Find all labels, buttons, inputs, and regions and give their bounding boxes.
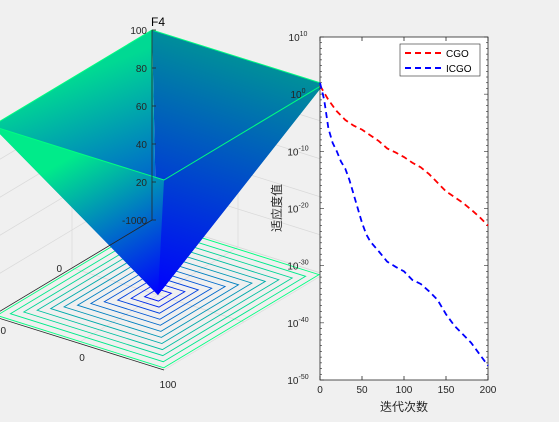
plot-area [319,36,489,381]
contour-line [22,233,294,357]
surface-face-front-right [0,128,164,295]
contour-line [103,270,213,320]
surface-title: F4 [151,15,165,29]
legend[interactable]: CGO ICGO [399,43,481,77]
x-tick-label: -100 [122,216,142,227]
z-tick-label: 0 [141,216,147,227]
x-tick-label: 50 [356,385,368,396]
surface-rim [0,29,326,181]
z-tick-label: 60 [136,102,148,113]
contour-line [49,246,267,344]
legend-box [399,43,481,77]
axis-ticks: 0 50 100 150 200 1010 100 10-10 10-20 10-30 10-40 1… [287,31,496,396]
y-axis-label: 适应度值 [269,184,284,232]
x-axis-label: 迭代次数 [380,399,428,414]
y-tick-label: 10-10 [287,145,308,158]
y-tick-label: 0 [79,353,85,364]
series-lines [319,82,489,367]
y-tick-label: 1010 [289,31,308,44]
y-axis-line [0,318,165,371]
z-tick-label: 40 [136,140,148,151]
x-axis-line [0,219,153,312]
contour-line [143,288,173,302]
x-tick-label: 150 [438,385,455,396]
z-tick-label: 80 [136,64,148,75]
x-tick-label: 200 [480,385,497,396]
contour-line [9,227,307,363]
y-tick-label: 10-50 [287,374,308,387]
contour-line [89,264,227,326]
contour-line [63,252,253,338]
y-tick-label: 10-40 [287,317,308,330]
y-tick-label: -100 [0,326,6,337]
contour-line [130,282,186,308]
contour-line [36,239,280,351]
legend-label-icgo: ICGO [446,64,472,75]
y-tick-label: 10-20 [287,203,308,216]
x-tick-label: 0 [317,385,323,396]
series-line-cgo [319,85,489,227]
z-tick-label: 20 [136,178,148,189]
contour-line [0,221,321,369]
y-tick-label: 100 [160,380,177,391]
surface-contours [0,221,321,369]
grid-line [163,273,325,371]
z-tick-label: 100 [130,26,147,37]
contour-line [76,258,240,332]
contour-line [116,276,200,314]
convergence-chart[interactable]: 0 50 100 150 200 1010 100 10-10 10-20 10-30 10-40 1… [269,31,497,414]
surface-mesh [0,29,326,295]
y-tick-label: 10-30 [287,260,308,273]
x-tick-label: 100 [396,385,413,396]
series-line-icgo [319,82,489,367]
legend-label-cgo: CGO [446,49,469,60]
surface-face-back-left [152,30,324,295]
x-tick-label: 0 [56,264,62,275]
y-tick-label: 100 [290,88,305,101]
